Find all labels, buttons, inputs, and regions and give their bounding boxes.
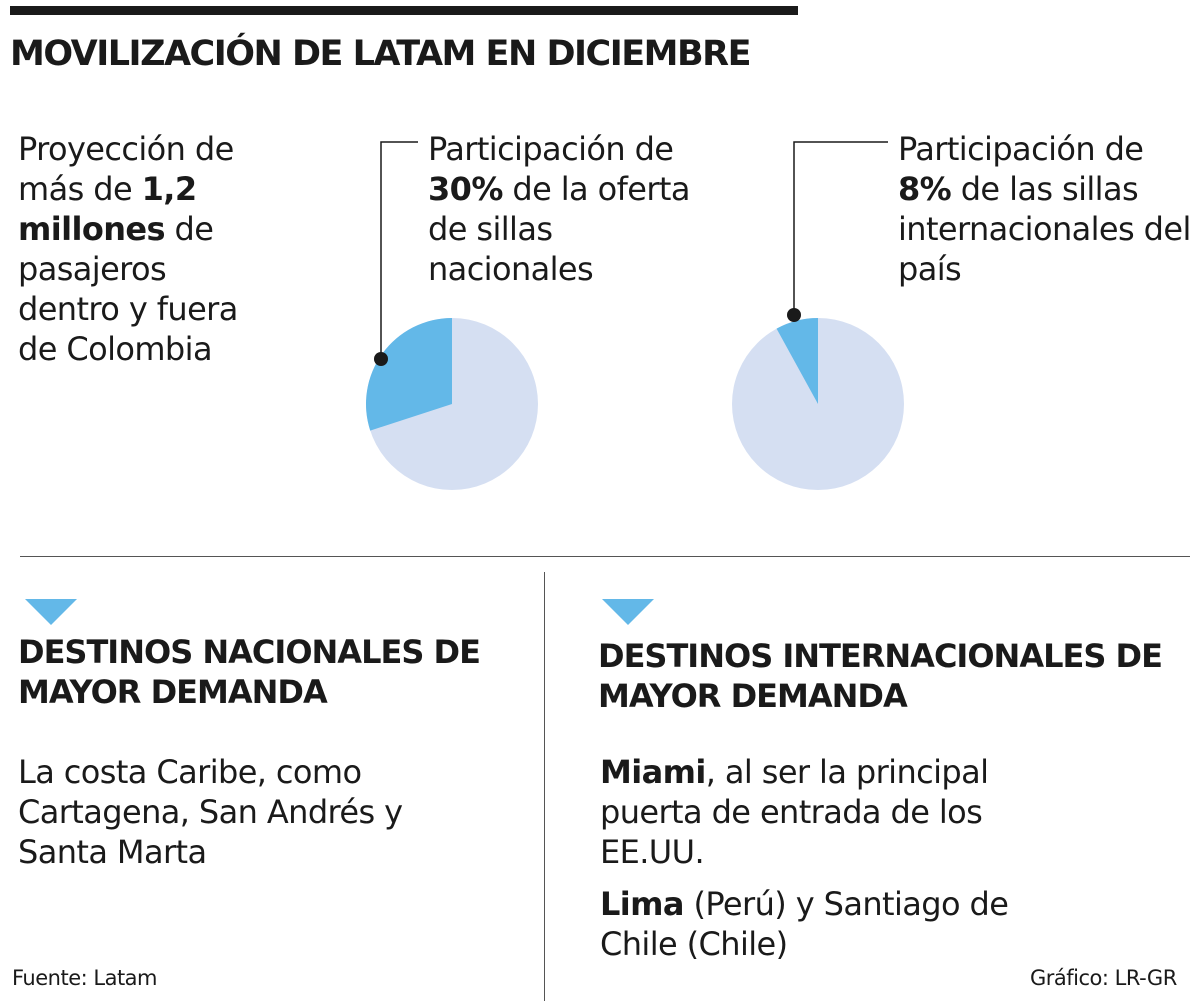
- top-rule: [10, 6, 798, 15]
- pie-nacional-label-post: de la oferta de sillas nacionales: [428, 170, 690, 288]
- pie-nacional-percent: 30%: [428, 170, 503, 208]
- triangle-down-icon: [25, 599, 77, 625]
- pie-internacional-label: Participación de 8% de las sillas intern…: [898, 129, 1198, 289]
- graphic-credit: Gráfico: LR-GR: [1030, 966, 1177, 990]
- internacionales-item-lima: Lima (Perú) y Santiago de Chile (Chile): [600, 884, 1080, 964]
- leader-dot: [374, 352, 388, 366]
- lima-bold: Lima: [600, 885, 685, 923]
- intro-post: de pasajeros dentro y fuera de Colombia: [18, 210, 238, 368]
- internacionales-heading: DESTINOS INTERNACIONALES DE MAYOR DEMAND…: [598, 637, 1163, 715]
- leader-line: [793, 141, 888, 315]
- pie-nacional-label: Participación de 30% de la oferta de sil…: [428, 129, 698, 289]
- pie-nacional-label-pre: Participación de: [428, 130, 674, 168]
- vertical-divider: [544, 572, 545, 1001]
- leader-dot: [787, 308, 801, 322]
- intro-pre: Proyección de más de: [18, 130, 234, 208]
- pie-slice-latam: [365, 318, 452, 431]
- leader-line: [380, 141, 418, 359]
- pie-internacional-percent: 8%: [898, 170, 952, 208]
- horizontal-divider: [20, 556, 1190, 557]
- intro-highlight: 1,2 millones: [18, 170, 197, 248]
- source-note: Fuente: Latam: [12, 966, 158, 990]
- lima-rest: (Perú) y Santiago de Chile (Chile): [600, 885, 1009, 963]
- page-title: MOVILIZACIÓN DE LATAM EN DICIEMBRE: [10, 34, 752, 74]
- triangle-down-icon: [602, 599, 654, 625]
- miami-rest: , al ser la principal puerta de entrada …: [600, 753, 989, 871]
- intro-text: Proyección de más de 1,2 millones de pas…: [18, 129, 268, 369]
- pie-slice-latam: [776, 318, 818, 404]
- nacionales-text: La costa Caribe, como Cartagena, San And…: [18, 753, 403, 871]
- miami-bold: Miami: [600, 753, 706, 791]
- pie-internacional-label-post: de las sillas internacionales del país: [898, 170, 1191, 288]
- pie-internacional-label-pre: Participación de: [898, 130, 1144, 168]
- nacionales-heading: DESTINOS NACIONALES DE MAYOR DEMANDA: [18, 633, 481, 711]
- internacionales-item-miami: Miami, al ser la principal puerta de ent…: [600, 752, 1070, 872]
- pie-charts: [365, 141, 904, 490]
